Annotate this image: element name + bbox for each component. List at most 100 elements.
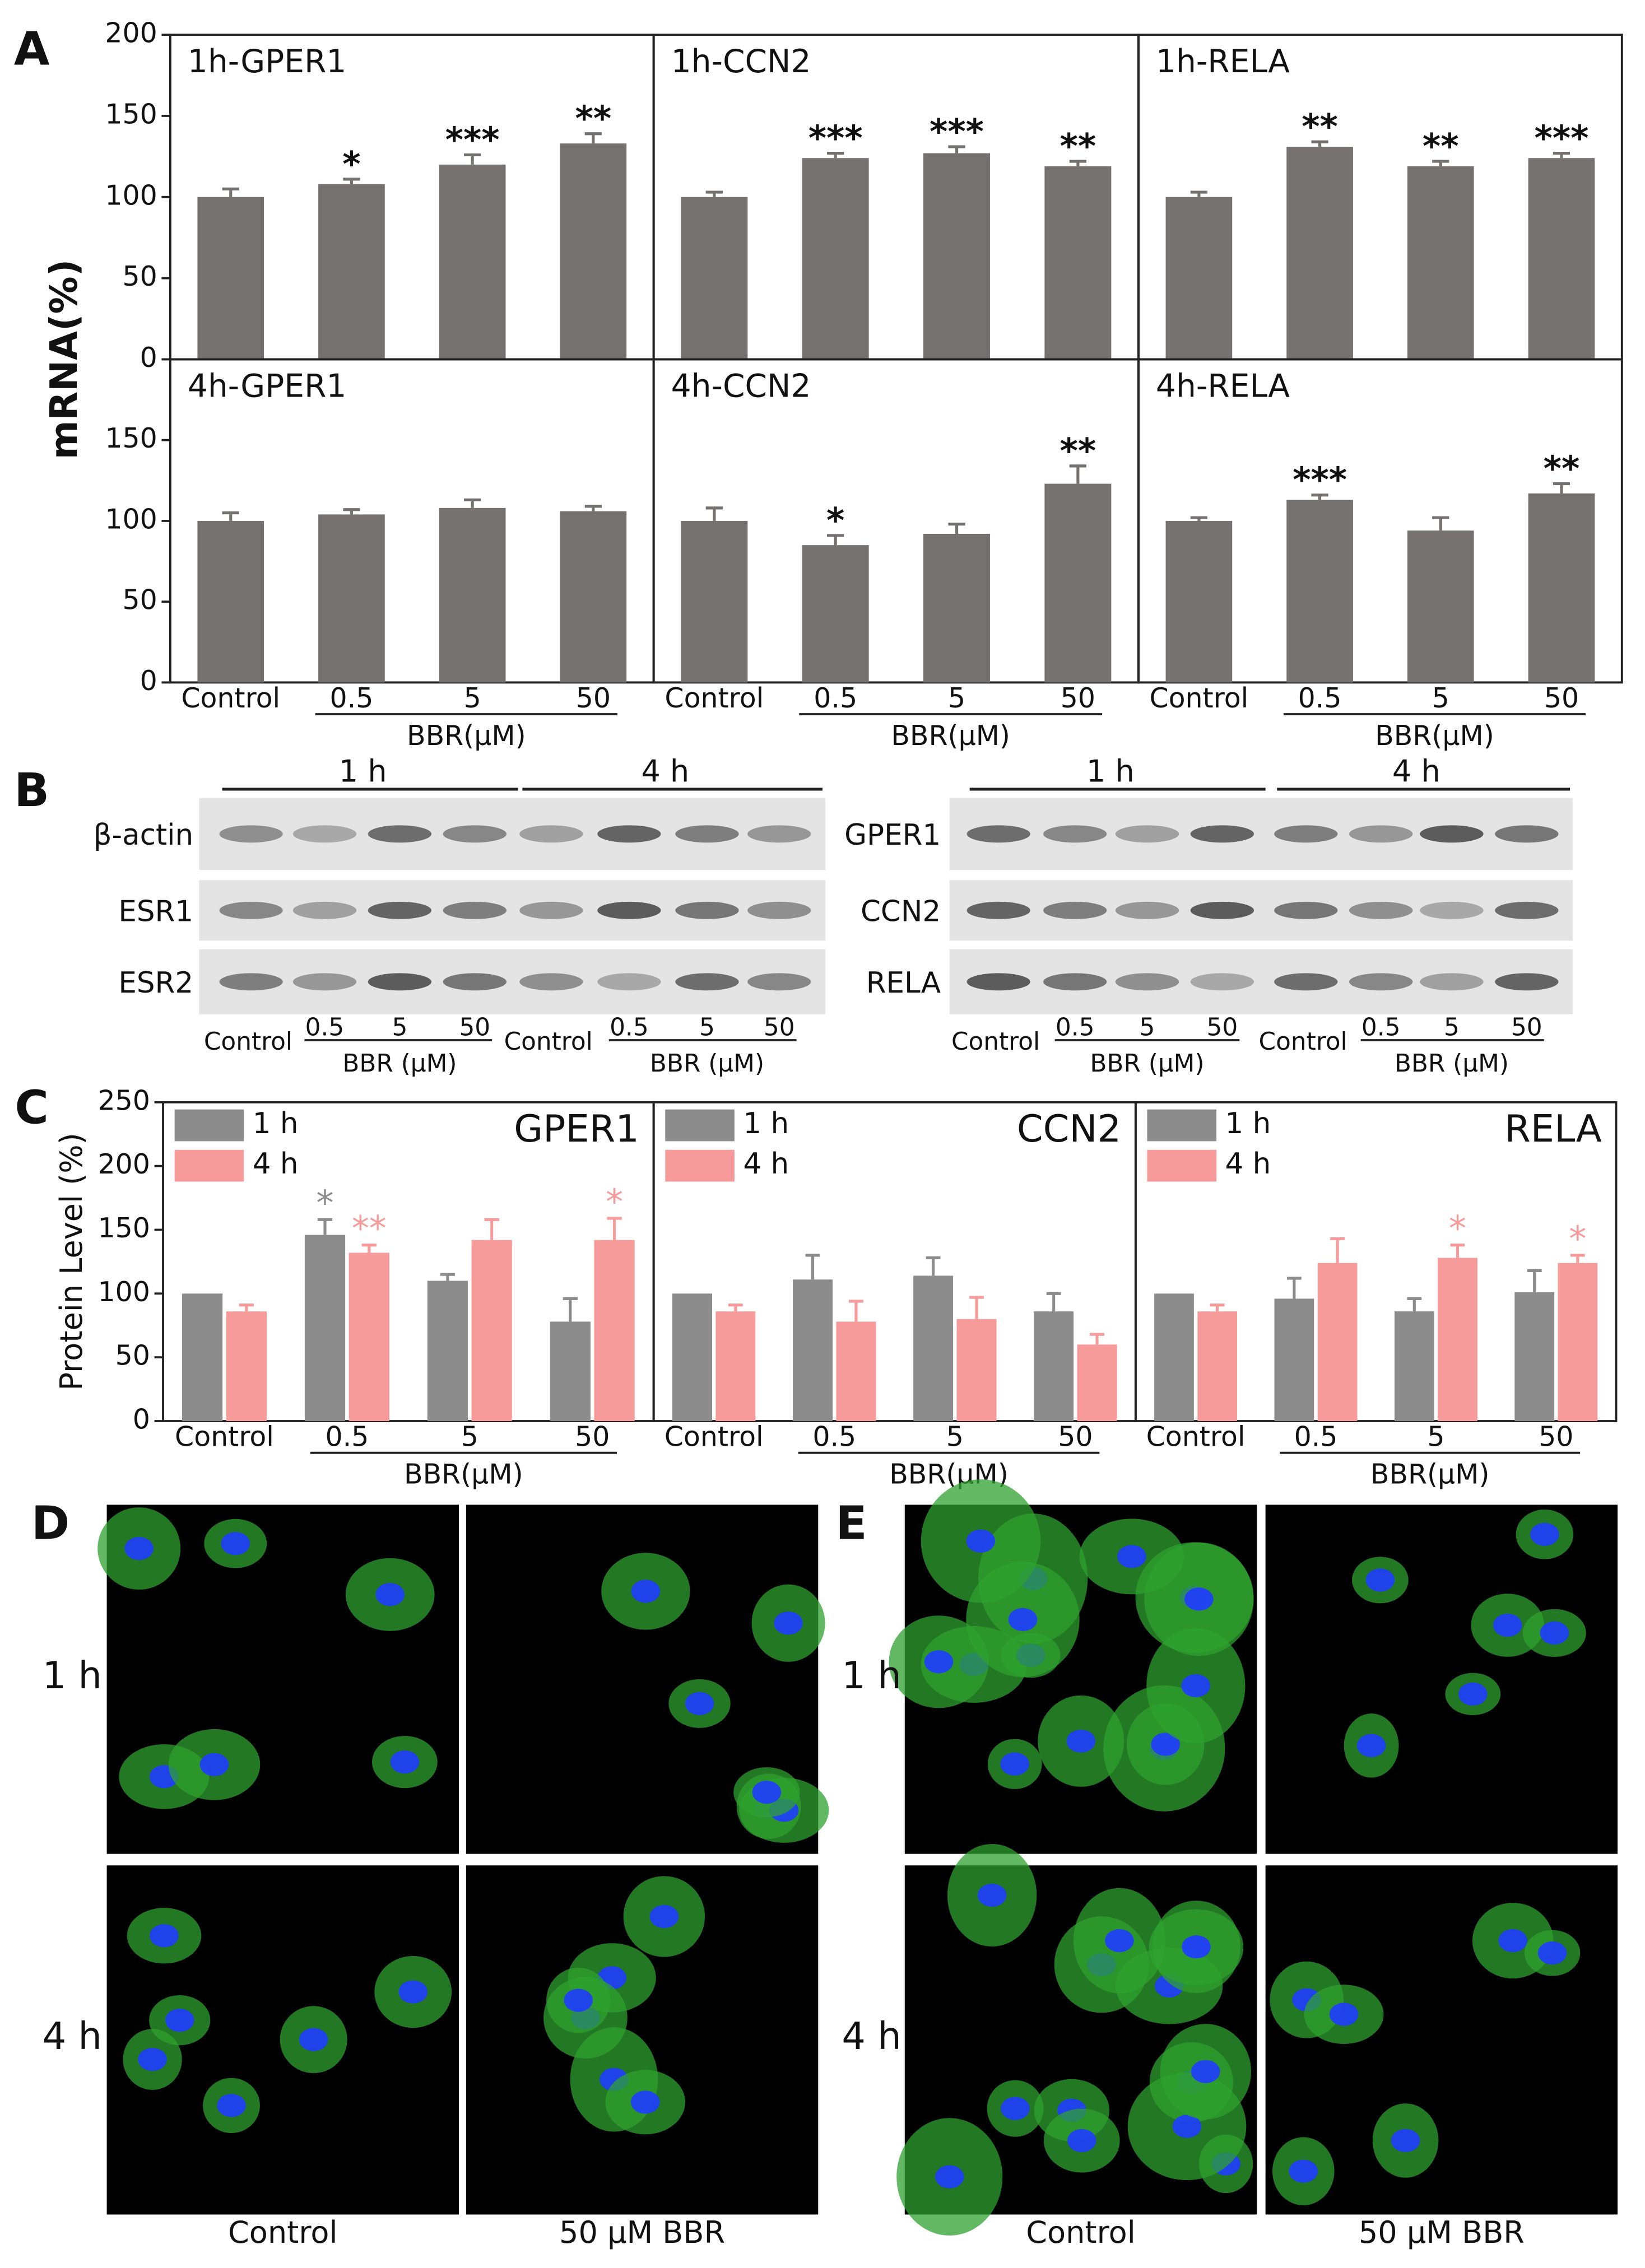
nucleus — [150, 1924, 179, 1948]
x-tick-label: 5 — [461, 1421, 478, 1452]
legend-swatch — [665, 1149, 735, 1182]
y-tick-label: 200 — [105, 17, 157, 49]
significance: ** — [1302, 106, 1338, 147]
legend-label: 4 h — [253, 1147, 299, 1181]
y-tick-label: 100 — [97, 1276, 150, 1308]
x-axis-label: BBR(μM) — [891, 720, 1010, 752]
nucleus — [138, 2048, 167, 2071]
significance: ** — [1544, 448, 1580, 488]
x-axis-label: BBR(μM) — [1370, 1458, 1490, 1490]
x-tick-label: Control — [664, 1421, 764, 1452]
chart-title: 1h-GPER1 — [188, 43, 347, 80]
nucleus — [221, 1532, 250, 1556]
lane-label: 50 — [459, 1013, 490, 1041]
nucleus — [1498, 1929, 1527, 1953]
blot-band — [1420, 901, 1484, 919]
nucleus — [977, 1883, 1007, 1907]
significance: * — [826, 500, 844, 541]
lane-label: 5 — [392, 1013, 407, 1041]
blot-band — [597, 901, 661, 919]
blot-band — [368, 825, 432, 843]
bar — [681, 520, 748, 683]
bar — [1528, 493, 1595, 683]
significance: ** — [575, 99, 612, 139]
lane-label: 0.5 — [1056, 1013, 1095, 1041]
significance: * — [606, 1181, 623, 1222]
blot-band — [1274, 901, 1338, 919]
chart-title: GPER1 — [514, 1107, 639, 1151]
blot-band — [1349, 825, 1413, 843]
nucleus — [1182, 1935, 1211, 1959]
significance: *** — [445, 119, 500, 160]
panel-label: A — [14, 22, 50, 76]
y-tick-label: 150 — [105, 422, 157, 454]
nucleus — [299, 2028, 328, 2051]
nucleus — [375, 1583, 405, 1606]
y-tick-label: 150 — [97, 1212, 150, 1244]
nucleus — [649, 1904, 679, 1929]
lane-label: 5 — [1444, 1013, 1460, 1041]
x-tick-label: 50 — [575, 1421, 610, 1452]
chart-title: 4h-GPER1 — [188, 368, 347, 405]
y-tick-label: 200 — [97, 1148, 150, 1180]
lane-label: Control — [504, 1027, 593, 1056]
y-tick-label: 150 — [105, 98, 157, 130]
y-axis-label: mRNA(%) — [42, 259, 86, 459]
blot-band — [966, 901, 1030, 919]
nucleus — [1289, 2159, 1318, 2183]
bar — [1034, 1311, 1074, 1422]
bar — [318, 514, 385, 683]
significance: ** — [352, 1208, 387, 1249]
significance: * — [317, 1183, 334, 1223]
row-label: 1 h — [842, 1654, 901, 1697]
legend-label: 1 h — [743, 1107, 789, 1140]
x-tick-label: 0.5 — [814, 682, 857, 714]
x-tick-label: 50 — [1058, 1421, 1093, 1452]
nucleus — [1329, 2002, 1359, 2026]
blot-band — [675, 973, 739, 991]
x-tick-label: 5 — [1427, 1421, 1444, 1452]
lane-label: 50 — [1207, 1013, 1238, 1041]
y-tick-label: 100 — [105, 179, 157, 211]
bar — [923, 534, 991, 683]
nucleus — [1001, 2097, 1030, 2120]
lane-group-label: BBR (μM) — [1395, 1049, 1509, 1078]
bar — [913, 1275, 954, 1422]
significance: * — [1449, 1208, 1466, 1249]
blot-row-label: GPER1 — [844, 818, 941, 852]
bar — [672, 1293, 712, 1422]
column-label: Control — [1026, 2215, 1135, 2250]
lane-label: Control — [204, 1027, 292, 1056]
significance: * — [1569, 1218, 1586, 1259]
blot-band — [1274, 825, 1338, 843]
lane-label: 0.5 — [610, 1013, 649, 1041]
bar — [348, 1252, 389, 1422]
blot-band — [219, 825, 283, 843]
nucleus — [1493, 1613, 1522, 1637]
x-tick-label: 0.5 — [1294, 1421, 1338, 1452]
nucleus — [1151, 1733, 1180, 1756]
nucleus — [199, 1753, 229, 1776]
legend-label: 4 h — [1225, 1147, 1271, 1181]
x-tick-label: Control — [664, 682, 764, 714]
bar — [1528, 158, 1595, 360]
chart-title: 4h-CCN2 — [671, 368, 811, 405]
blot-band — [443, 825, 506, 843]
x-tick-label: 0.5 — [330, 682, 374, 714]
bar — [550, 1321, 591, 1422]
bar — [1407, 166, 1474, 360]
x-tick-label: 50 — [1544, 682, 1579, 714]
blot-band — [443, 973, 506, 991]
lane-label: 5 — [1140, 1013, 1155, 1041]
blot-band — [747, 901, 811, 919]
bar — [1407, 530, 1474, 683]
blot-row-label: ESR1 — [118, 895, 193, 928]
lane-label: 5 — [699, 1013, 715, 1041]
x-axis-label: BBR(μM) — [1375, 720, 1494, 752]
nucleus — [774, 1612, 803, 1635]
blot-band — [675, 901, 739, 919]
blot-band — [1349, 973, 1413, 991]
bar — [439, 164, 506, 360]
